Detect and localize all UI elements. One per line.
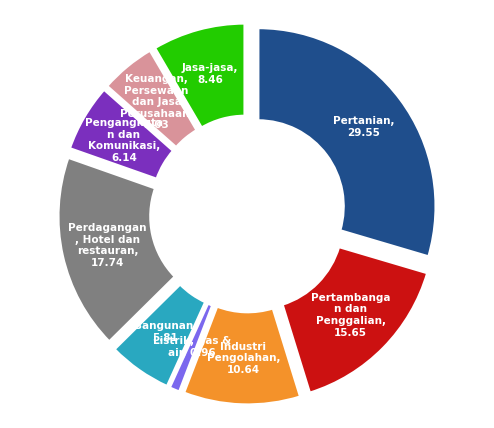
Wedge shape: [258, 28, 436, 257]
Text: Jasa-jasa,
8.46: Jasa-jasa, 8.46: [182, 63, 239, 85]
Text: Pertanian,
29.55: Pertanian, 29.55: [332, 116, 394, 138]
Text: Listrik, gas &
air, 0.96: Listrik, gas & air, 0.96: [153, 336, 231, 358]
Text: Perdagangan
, Hotel dan
restauran,
17.74: Perdagangan , Hotel dan restauran, 17.74: [68, 223, 147, 268]
Text: Pertambanga
n dan
Penggalian,
15.65: Pertambanga n dan Penggalian, 15.65: [311, 293, 390, 338]
Wedge shape: [169, 303, 212, 392]
Wedge shape: [107, 51, 197, 148]
Wedge shape: [114, 284, 206, 386]
Text: Bangunan,
5.81: Bangunan, 5.81: [134, 321, 197, 343]
Wedge shape: [58, 158, 175, 342]
Wedge shape: [184, 306, 300, 405]
Wedge shape: [155, 23, 245, 128]
Text: Industri
Pengolahan,
10.64: Industri Pengolahan, 10.64: [206, 342, 280, 375]
Wedge shape: [70, 89, 173, 179]
Text: Pengangkuta
n dan
Komunikasi,
6.14: Pengangkuta n dan Komunikasi, 6.14: [85, 118, 163, 163]
Text: Keuangan,
Persewaan
dan Jasa
Perusahaan,
5.03: Keuangan, Persewaan dan Jasa Perusahaan,…: [120, 74, 193, 131]
Wedge shape: [282, 247, 427, 393]
